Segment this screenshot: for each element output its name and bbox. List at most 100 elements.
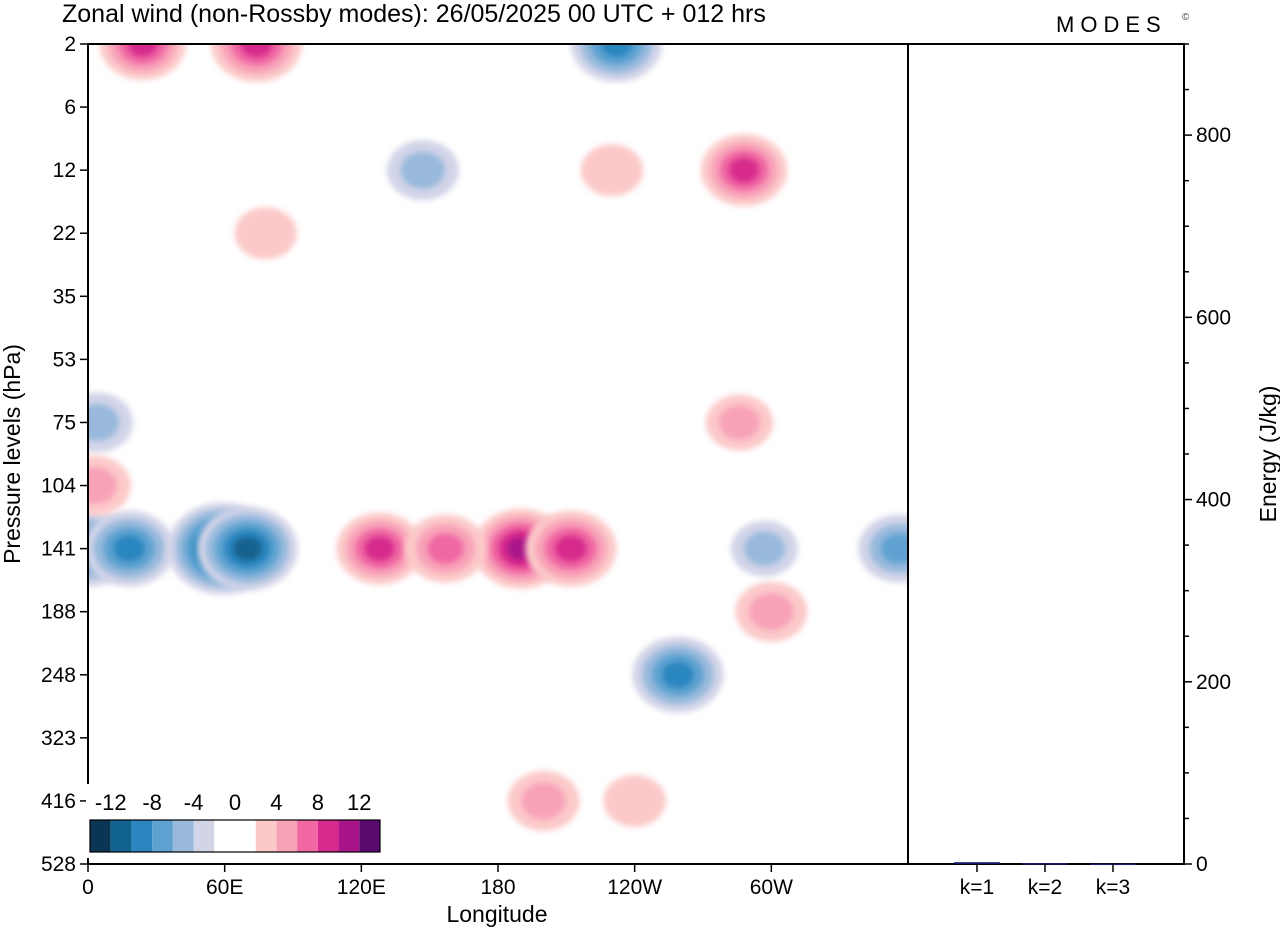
wind-feature	[730, 520, 799, 577]
contour-band	[728, 157, 760, 183]
colorbar-tick-label: 8	[312, 790, 324, 815]
energy-bar	[954, 862, 1000, 864]
wind-feature	[735, 581, 808, 642]
colorbar-swatch	[214, 820, 235, 852]
colorbar-swatch	[235, 820, 256, 852]
colorbar-swatch	[359, 820, 380, 852]
energy-category-label: k=3	[1096, 876, 1130, 899]
wind-feature	[88, 455, 131, 516]
y-tick-label: 53	[53, 348, 76, 371]
contour-band	[580, 144, 644, 197]
x-tick-label: 120E	[337, 876, 386, 899]
contour-band	[113, 535, 145, 562]
energy-tick-label: 600	[1196, 306, 1231, 329]
wind-feature	[88, 510, 175, 587]
colorbar-swatch	[110, 820, 132, 852]
wind-feature	[570, 44, 663, 82]
colorbar-swatch	[317, 820, 339, 852]
y-tick-label: 35	[53, 285, 76, 308]
y-tick-label: 528	[41, 853, 76, 876]
energy-x-axis: k=1 k=2 k=3	[960, 864, 1130, 899]
contour-band	[880, 533, 908, 564]
contour-band	[743, 531, 786, 566]
colorbar-frame	[89, 819, 381, 853]
colorbar-tick-label: -8	[142, 790, 162, 815]
y-tick-label: 2	[64, 33, 76, 56]
contour-band	[234, 207, 297, 260]
contour-band	[364, 536, 395, 562]
energy-tick-label: 0	[1196, 853, 1208, 876]
colorbar-swatch	[297, 820, 318, 852]
y-axis: 2 6 12 22 35 53 75 104 141 188 248 323 416 528	[41, 33, 88, 876]
energy-panel-frame	[907, 43, 1185, 865]
colorbar-swatch	[131, 820, 153, 852]
wind-feature	[632, 636, 724, 713]
chart-title: Zonal wind (non-Rossby modes): 26/05/202…	[62, 0, 766, 28]
contour-band	[662, 661, 694, 688]
colorbar-swatch	[338, 820, 360, 852]
energy-tick-label: 200	[1196, 671, 1231, 694]
contour-band	[233, 536, 262, 561]
wind-feature	[525, 510, 617, 587]
colorbar-tick-label: 0	[229, 790, 241, 815]
wind-feature	[404, 514, 487, 583]
contour-band	[127, 44, 158, 57]
colorbar-tick-label: -4	[184, 790, 204, 815]
colorbar-swatch	[90, 820, 111, 852]
y-tick-label: 104	[41, 475, 76, 498]
y-axis-label: Pressure levels (hPa)	[0, 344, 25, 564]
wind-feature	[210, 44, 303, 82]
y-tick-label: 12	[53, 159, 76, 182]
wind-feature	[234, 207, 297, 260]
energy-tick-label: 400	[1196, 489, 1231, 512]
colorbar-tick-label: 12	[347, 790, 371, 815]
y-tick-label: 6	[64, 96, 76, 119]
wind-feature	[705, 394, 774, 451]
energy-tick-label: 800	[1196, 124, 1231, 147]
energy-category-label: k=1	[960, 876, 994, 899]
y-tick-label: 141	[41, 538, 76, 561]
contour-band	[427, 533, 464, 564]
y-tick-label: 416	[41, 790, 76, 813]
x-tick-label: 120W	[607, 876, 662, 899]
brand-mark: ©	[1182, 12, 1190, 23]
wind-feature	[507, 770, 580, 831]
brand-logo: MODES	[1056, 12, 1167, 37]
contour-band	[88, 404, 120, 441]
x-axis: 0 60E 120E 180 120W 60W	[82, 864, 793, 899]
x-axis-label: Longitude	[446, 901, 547, 927]
colorbar-swatch	[193, 820, 215, 852]
colorbar-tick-label: -12	[95, 790, 127, 815]
contour-band	[240, 44, 273, 58]
colorbar-swatch	[255, 820, 277, 852]
energy-category-label: k=2	[1028, 876, 1062, 899]
energy-y-axis: 0 200 400 600 800	[1184, 43, 1231, 876]
colorbar: -12 -8 -4 0 4 8 12	[86, 784, 384, 858]
energy-axis-label: Energy (J/kg)	[1255, 386, 1280, 523]
energy-bar	[1022, 863, 1068, 865]
contour-band	[749, 593, 794, 631]
wind-feature	[336, 512, 423, 585]
wind-feature	[197, 506, 298, 591]
colorbar-tick-label: 4	[270, 790, 282, 815]
heatmap-field	[88, 44, 908, 831]
y-tick-label: 323	[41, 727, 76, 750]
contour-band	[718, 405, 761, 440]
contour-band	[521, 782, 566, 820]
contour-band	[600, 44, 633, 58]
wind-feature	[88, 392, 134, 453]
wind-feature	[603, 774, 666, 827]
x-tick-label: 60W	[750, 876, 793, 899]
wind-feature	[700, 134, 788, 207]
wind-feature	[386, 140, 459, 201]
colorbar-swatch	[152, 820, 173, 852]
contour-band	[603, 774, 666, 827]
y-tick-label: 188	[41, 601, 76, 624]
contour-band	[555, 535, 587, 562]
wind-feature	[99, 44, 186, 80]
wind-feature	[580, 144, 644, 197]
colorbar-swatch	[172, 820, 194, 852]
x-tick-label: 60E	[206, 876, 243, 899]
x-tick-label: 180	[480, 876, 515, 899]
y-tick-label: 75	[53, 411, 76, 434]
